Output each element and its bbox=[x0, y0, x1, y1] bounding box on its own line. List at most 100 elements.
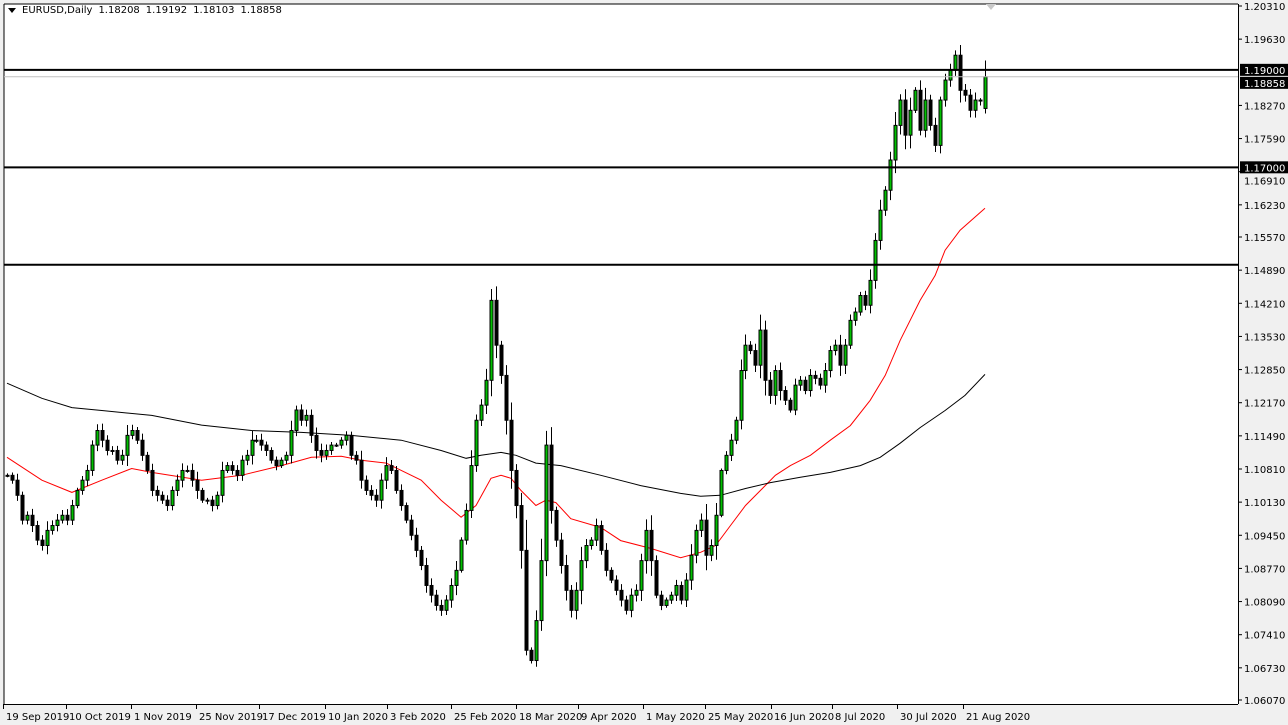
candle bbox=[908, 97, 913, 149]
candle bbox=[554, 506, 559, 547]
bear-candle-body bbox=[813, 374, 818, 379]
bull-candle-body bbox=[329, 444, 334, 451]
bear-candle-body bbox=[494, 299, 499, 346]
y-tick-label: 1.12170 bbox=[1244, 399, 1285, 410]
candle bbox=[868, 269, 873, 314]
bull-candle-body bbox=[444, 599, 449, 611]
candle bbox=[843, 339, 848, 374]
candle bbox=[50, 520, 55, 535]
candle bbox=[175, 474, 180, 497]
bear-candle-body bbox=[314, 434, 319, 451]
bull-candle-body bbox=[240, 459, 245, 476]
candle bbox=[235, 465, 240, 482]
bull-candle-body bbox=[344, 434, 349, 441]
bear-candle-body bbox=[863, 294, 868, 306]
bull-candle-body bbox=[873, 239, 878, 281]
y-tick-label: 1.17590 bbox=[1244, 135, 1285, 146]
candle bbox=[429, 578, 434, 603]
bull-candle-body bbox=[689, 554, 694, 581]
bull-candle-body bbox=[120, 454, 125, 461]
candle bbox=[200, 487, 205, 503]
bull-candle-body bbox=[953, 54, 958, 71]
bull-candle-body bbox=[898, 99, 903, 126]
bull-candle-body bbox=[724, 454, 729, 471]
bull-candle-body bbox=[130, 429, 135, 436]
candle bbox=[329, 441, 334, 455]
bull-candle-body bbox=[798, 379, 803, 386]
bull-candle-body bbox=[469, 465, 474, 511]
candle bbox=[748, 341, 753, 355]
bull-candle-body bbox=[584, 545, 589, 562]
bull-candle-body bbox=[50, 525, 55, 531]
bear-candle-body bbox=[145, 454, 150, 471]
candle bbox=[464, 503, 469, 545]
candle bbox=[714, 503, 719, 560]
bear-candle-body bbox=[519, 505, 524, 551]
candle bbox=[489, 288, 494, 397]
bear-candle-body bbox=[679, 584, 684, 601]
candle bbox=[30, 508, 35, 533]
candle bbox=[823, 362, 828, 393]
bull-candle-body bbox=[180, 469, 185, 481]
x-tick-label: 25 Nov 2019 bbox=[199, 712, 263, 723]
bear-candle-body bbox=[903, 99, 908, 136]
candle bbox=[409, 514, 414, 541]
bull-candle-body bbox=[828, 350, 833, 372]
candle bbox=[644, 519, 649, 574]
bull-candle-body bbox=[205, 499, 210, 502]
chart-shift-marker-icon bbox=[986, 4, 996, 10]
candle bbox=[130, 424, 135, 440]
candle bbox=[599, 520, 604, 555]
candle bbox=[674, 579, 679, 602]
candle bbox=[968, 88, 973, 118]
bear-candle-body bbox=[958, 54, 963, 91]
dropdown-triangle-icon[interactable] bbox=[8, 8, 16, 13]
bull-candle-body bbox=[185, 469, 190, 472]
bull-candle-body bbox=[699, 519, 704, 531]
candle bbox=[549, 427, 554, 524]
bull-candle-body bbox=[674, 584, 679, 596]
bull-candle-body bbox=[758, 329, 763, 366]
candle bbox=[220, 461, 225, 503]
candle bbox=[574, 582, 579, 620]
bull-candle-body bbox=[843, 344, 848, 366]
candle bbox=[205, 497, 210, 505]
candle bbox=[514, 464, 519, 519]
bear-candle-body bbox=[604, 549, 609, 571]
bull-candle-body bbox=[25, 514, 30, 521]
bull-candle-body bbox=[534, 620, 539, 662]
bull-candle-body bbox=[639, 560, 644, 591]
bull-candle-body bbox=[669, 594, 674, 601]
bear-candle-body bbox=[933, 124, 938, 146]
candle bbox=[75, 487, 80, 509]
candle bbox=[230, 461, 235, 475]
bull-candle-body bbox=[878, 209, 883, 241]
candle bbox=[354, 451, 359, 465]
bear-candle-body bbox=[614, 579, 619, 591]
y-tick-label: 1.19630 bbox=[1244, 35, 1285, 46]
candle bbox=[60, 510, 65, 524]
y-tick-label: 1.07410 bbox=[1244, 631, 1285, 642]
bull-candle-body bbox=[853, 311, 858, 321]
candle bbox=[289, 420, 294, 464]
bull-candle-body bbox=[544, 444, 549, 562]
bear-candle-body bbox=[195, 479, 200, 491]
bull-candle-body bbox=[539, 560, 544, 622]
x-tick-label: 8 Jul 2020 bbox=[835, 712, 885, 723]
bear-candle-body bbox=[15, 479, 20, 496]
candle bbox=[384, 457, 389, 489]
candle bbox=[394, 465, 399, 494]
bear-candle-body bbox=[559, 539, 564, 566]
bear-candle-body bbox=[439, 604, 444, 611]
candle bbox=[419, 545, 424, 571]
bear-candle-body bbox=[918, 89, 923, 131]
candle bbox=[160, 491, 165, 504]
y-tick-label: 1.08770 bbox=[1244, 564, 1285, 575]
candle bbox=[449, 578, 454, 608]
candle bbox=[903, 89, 908, 150]
bear-candle-body bbox=[374, 494, 379, 501]
candle bbox=[584, 538, 589, 569]
candle bbox=[55, 514, 60, 532]
candle bbox=[848, 314, 853, 349]
